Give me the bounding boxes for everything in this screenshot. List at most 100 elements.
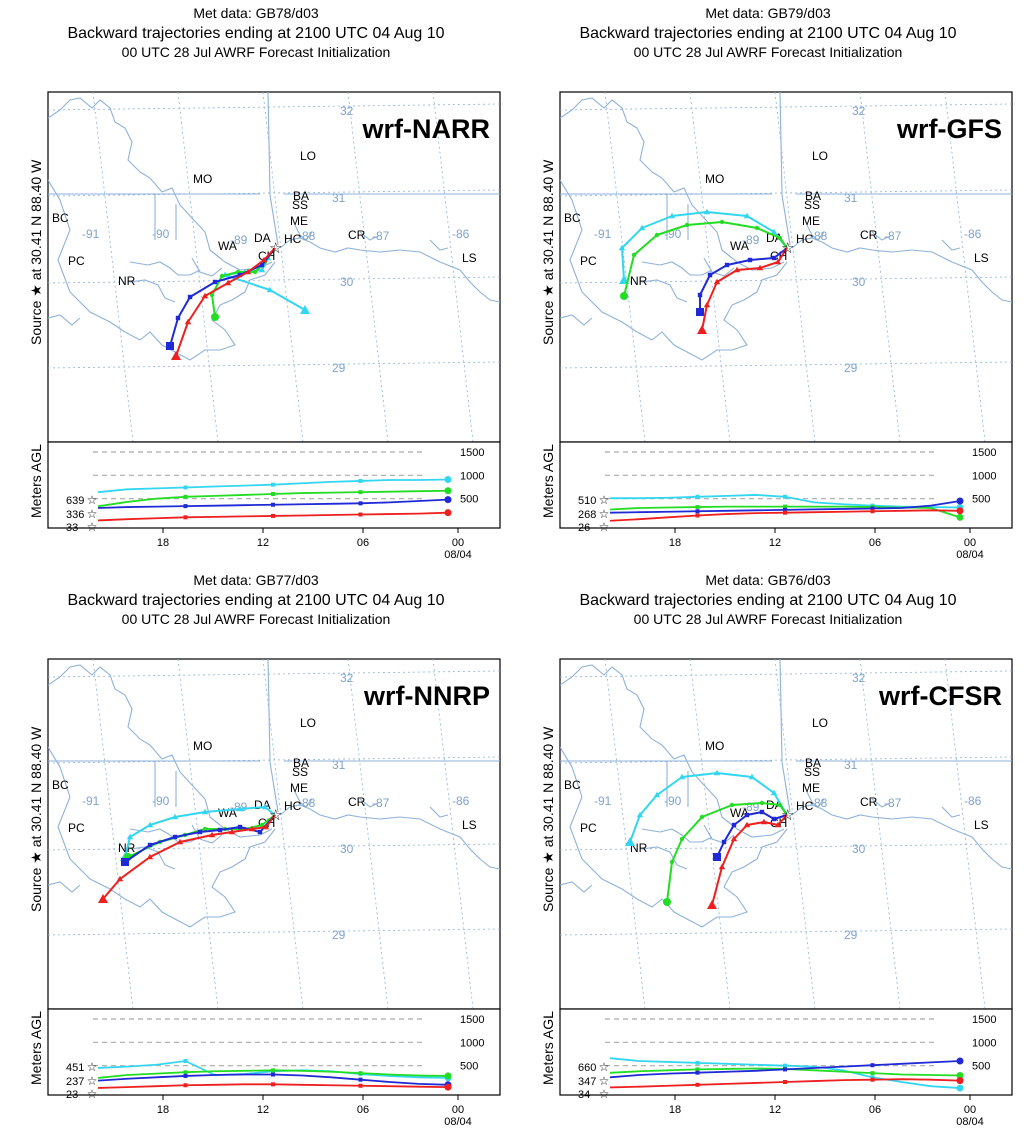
coastline	[806, 224, 825, 241]
coastline	[429, 806, 449, 818]
trajectory-point	[638, 224, 646, 231]
lat-label: 31	[844, 758, 858, 772]
trajectory-point	[146, 821, 154, 828]
city-label: SS	[292, 765, 308, 779]
trajectory-point	[678, 773, 686, 780]
height-point	[870, 1071, 875, 1076]
height-point	[358, 501, 363, 506]
y-axis-label: Meters AGL	[540, 1011, 556, 1085]
height-end-point	[444, 496, 452, 504]
trajectory-point	[166, 342, 174, 350]
trajectory-point	[116, 875, 124, 882]
lon-label: -89	[230, 233, 248, 247]
start-star-icon: ☆	[87, 520, 98, 534]
lon-label: -88	[810, 796, 828, 810]
coastline	[48, 314, 81, 326]
state-border	[267, 92, 279, 246]
trajectory-point	[172, 834, 178, 840]
coastline	[129, 261, 201, 276]
coastline	[560, 881, 593, 893]
time-tick-label: 00	[964, 1104, 976, 1116]
trajectory-point	[176, 838, 184, 845]
time-tick-label: 00	[452, 1104, 464, 1116]
start-height-label: 347	[578, 1076, 596, 1088]
map-frame	[559, 658, 1013, 1010]
coastline	[560, 664, 733, 826]
lat-label: 32	[340, 104, 354, 118]
map-frame	[47, 658, 501, 1010]
start-star-icon: ☆	[599, 493, 610, 507]
height-end-point	[956, 1077, 964, 1085]
trajectory-point	[770, 789, 778, 796]
y-axis-label: Meters AGL	[28, 444, 44, 518]
time-tick-label: 12	[257, 1104, 269, 1116]
height-profile-frame	[559, 441, 1013, 529]
trajectory-figure: Met data: GB76/d03 Backward trajectories …	[540, 572, 1013, 1128]
init-label: 00 UTC 28 Jul AWRF Forecast Initializati…	[634, 611, 903, 627]
lon-label: -86	[452, 794, 470, 808]
city-label: LS	[974, 818, 989, 832]
trajectory-point	[248, 825, 256, 832]
init-label: 00 UTC 28 Jul AWRF Forecast Initializati…	[122, 611, 391, 627]
city-label: CR	[860, 228, 878, 242]
height-point	[870, 1077, 875, 1082]
height-tick-label: 500	[972, 494, 990, 506]
trajectory-point	[733, 266, 741, 273]
panel-narr: Met data: GB78/d03 Backward trajectories …	[0, 0, 512, 567]
height-end-point	[956, 1057, 964, 1065]
height-point	[358, 512, 363, 517]
trajectory-point	[187, 294, 193, 300]
city-label: MO	[193, 172, 212, 186]
height-point	[183, 485, 188, 490]
city-label: MO	[193, 739, 212, 753]
trajectory-point	[760, 818, 768, 825]
trajectory-point	[759, 800, 765, 806]
lon-label: -88	[810, 229, 828, 243]
coastline	[48, 746, 276, 928]
height-tick-label: 1500	[972, 447, 996, 459]
height-tick-label: 1000	[972, 1037, 996, 1049]
height-point	[271, 1072, 275, 1077]
city-label: LO	[300, 149, 316, 163]
trajectory-point	[212, 279, 218, 285]
coastline	[48, 881, 81, 893]
height-point	[783, 494, 787, 499]
trajectory-point	[209, 292, 215, 298]
met-data-label: Met data: GB77/d03	[193, 572, 319, 588]
time-tick-label: 12	[769, 537, 781, 549]
lon-label: -90	[664, 794, 682, 808]
trajectory-point	[211, 313, 219, 321]
height-point	[271, 502, 275, 507]
city-label: BA	[293, 189, 309, 203]
city-label: ME	[290, 214, 308, 228]
lon-label: -90	[152, 227, 170, 241]
met-data-label: Met data: GB78/d03	[193, 5, 319, 21]
start-height-label: 639	[66, 495, 84, 507]
height-point	[358, 1071, 363, 1076]
start-star-icon: ☆	[599, 507, 610, 521]
time-tick-label: 06	[869, 537, 881, 549]
trajectory-point	[744, 812, 750, 818]
trajectory-point	[625, 837, 635, 846]
trajectory-point	[774, 258, 782, 265]
start-star-icon: ☆	[87, 493, 98, 507]
coastline	[191, 257, 223, 277]
coastline	[791, 804, 1012, 870]
trajectory-blue	[124, 814, 276, 863]
start-star-icon: ☆	[87, 1060, 98, 1074]
trajectory-point	[258, 266, 266, 273]
height-point	[271, 1082, 275, 1087]
trajectory-point	[703, 301, 711, 308]
trajectory-point	[703, 208, 711, 215]
city-label: CR	[348, 228, 366, 242]
height-point	[783, 507, 787, 512]
height-tick-label: 1500	[972, 1014, 996, 1026]
lat-label: 32	[852, 104, 866, 118]
height-end-point	[956, 1084, 964, 1092]
city-label: PC	[580, 821, 597, 835]
trajectory-green	[666, 802, 788, 903]
city-label: HC	[796, 799, 814, 813]
met-data-label: Met data: GB76/d03	[705, 572, 831, 588]
height-end-point	[444, 1083, 452, 1091]
